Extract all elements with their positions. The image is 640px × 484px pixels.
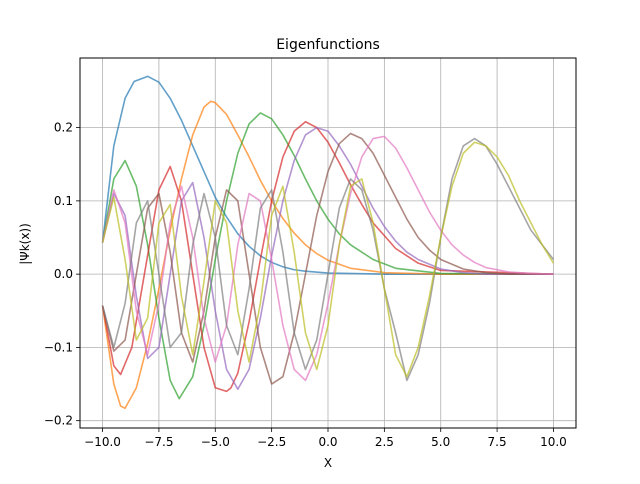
series-line-9 — [101, 141, 555, 378]
x-tick-label-8: 10.0 — [540, 435, 567, 449]
series-line-3 — [101, 112, 554, 400]
series-line-8 — [101, 137, 555, 382]
x-axis-label: X — [324, 456, 332, 470]
y-tick-label-3: 0.1 — [54, 194, 73, 208]
x-tick-label-6: 5.0 — [431, 435, 450, 449]
series-lines — [101, 75, 555, 410]
y-tick-label-2: 0.0 — [54, 267, 73, 281]
x-tick-label-7: 7.5 — [488, 435, 507, 449]
x-tick-label-0: −10.0 — [84, 435, 121, 449]
x-tick-label-2: −5.0 — [201, 435, 230, 449]
x-tick-label-5: 2.5 — [375, 435, 394, 449]
y-tick-label-4: 0.2 — [54, 121, 73, 135]
y-axis-label: |Ψk(x)) — [18, 223, 32, 265]
series-line-5 — [101, 126, 554, 390]
x-tick-label-3: −2.5 — [257, 435, 286, 449]
series-line-2 — [101, 100, 554, 410]
x-tick-label-1: −7.5 — [144, 435, 173, 449]
series-line-4 — [101, 120, 554, 393]
y-tick-label-1: −0.1 — [44, 340, 73, 354]
x-tick-label-4: 0.0 — [318, 435, 337, 449]
chart-title: Eigenfunctions — [276, 37, 380, 53]
axis-ticks: −10.0 −7.5 −5.0 −2.5 0.0 2.5 5.0 7.5 10.0 −0.2 −0.… — [44, 121, 567, 449]
y-tick-label-0: −0.2 — [44, 414, 73, 428]
series-line-1 — [101, 75, 554, 275]
